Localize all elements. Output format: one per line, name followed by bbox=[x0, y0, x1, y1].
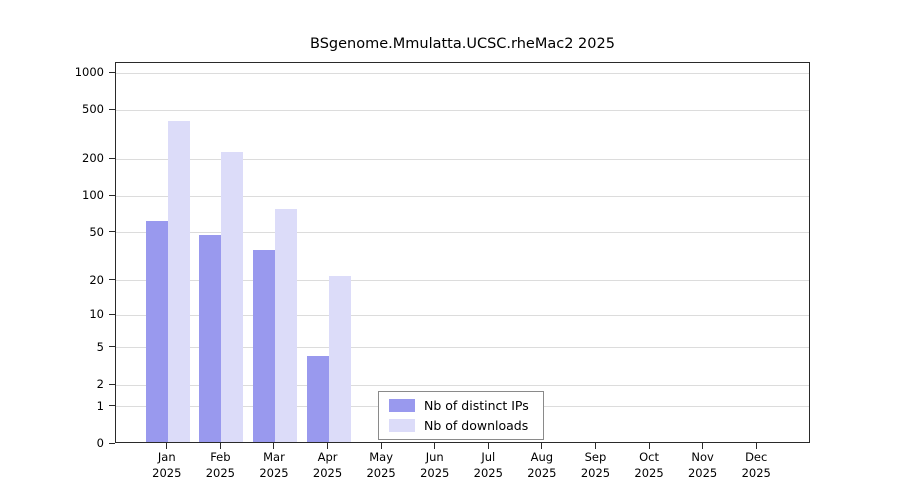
bar-downloads-jan bbox=[167, 121, 190, 442]
legend-swatch-downloads bbox=[389, 419, 415, 432]
legend-swatch-distinct-ips bbox=[389, 399, 415, 412]
y-tick-label-500: 500 bbox=[82, 102, 104, 117]
x-tick-year: 2025 bbox=[152, 466, 182, 480]
x-tick-sep bbox=[594, 443, 596, 449]
x-tick-mar bbox=[273, 443, 275, 449]
x-tick-month: Sep bbox=[584, 450, 607, 464]
y-tick-label-20: 20 bbox=[89, 272, 104, 287]
gridline-y-20 bbox=[116, 280, 809, 281]
legend: Nb of distinct IPs Nb of downloads bbox=[378, 391, 544, 440]
x-tick-month: May bbox=[369, 450, 394, 464]
y-tick-100 bbox=[109, 194, 115, 196]
gridline-y-2 bbox=[116, 384, 809, 386]
gridline-y-10 bbox=[116, 314, 809, 316]
x-tick-jun bbox=[434, 443, 436, 449]
bar-distinct-ips-feb bbox=[199, 235, 222, 442]
x-tick-year: 2025 bbox=[259, 466, 289, 480]
bar-downloads-apr bbox=[328, 276, 351, 442]
gridline-y-100 bbox=[116, 195, 809, 197]
x-tick-label-apr: Apr 2025 bbox=[296, 449, 360, 481]
y-tick-1 bbox=[109, 405, 115, 407]
y-tick-50 bbox=[109, 231, 115, 233]
y-tick-label-1000: 1000 bbox=[74, 65, 104, 79]
bar-distinct-ips-apr bbox=[306, 355, 329, 442]
x-tick-oct bbox=[648, 443, 650, 449]
x-tick-year: 2025 bbox=[205, 466, 236, 480]
y-tick-10 bbox=[109, 313, 115, 315]
x-tick-month: Aug bbox=[530, 450, 554, 464]
legend-label-distinct-ips: Nb of distinct IPs bbox=[424, 398, 529, 413]
x-tick-label-sep: Sep 2025 bbox=[563, 449, 627, 481]
x-tick-month: Nov bbox=[691, 450, 714, 464]
legend-item-distinct-ips: Nb of distinct IPs bbox=[389, 398, 529, 413]
legend-item-downloads: Nb of downloads bbox=[389, 418, 529, 433]
x-tick-label-dec: Dec 2025 bbox=[724, 449, 788, 481]
x-tick-label-may: May 2025 bbox=[349, 449, 413, 481]
bar-downloads-mar bbox=[274, 209, 297, 442]
x-tick-nov bbox=[702, 443, 704, 449]
x-tick-jul bbox=[487, 443, 489, 449]
x-tick-label-mar: Mar 2025 bbox=[242, 449, 306, 481]
y-tick-2 bbox=[109, 383, 115, 385]
y-tick-label-50: 50 bbox=[89, 224, 104, 239]
x-tick-month: Mar bbox=[263, 450, 285, 464]
y-tick-5 bbox=[109, 346, 115, 348]
plot-area bbox=[115, 62, 810, 443]
x-tick-month: Apr bbox=[317, 450, 338, 464]
x-tick-label-jun: Jun 2025 bbox=[403, 449, 467, 481]
x-tick-year: 2025 bbox=[527, 466, 557, 480]
x-tick-year: 2025 bbox=[634, 466, 664, 480]
gridline-y-500 bbox=[116, 109, 809, 111]
x-tick-dec bbox=[755, 443, 757, 449]
y-tick-label-10: 10 bbox=[89, 307, 104, 322]
x-tick-month: Oct bbox=[639, 450, 659, 464]
bar-distinct-ips-jan bbox=[145, 221, 168, 442]
y-tick-label-200: 200 bbox=[82, 151, 104, 166]
x-tick-aug bbox=[541, 443, 543, 449]
y-tick-label-1: 1 bbox=[96, 398, 104, 413]
gridline-y-5 bbox=[116, 347, 809, 349]
gridline-y-1000 bbox=[116, 72, 809, 74]
x-tick-year: 2025 bbox=[687, 466, 718, 480]
x-tick-apr bbox=[327, 443, 329, 449]
y-tick-label-100: 100 bbox=[82, 188, 104, 203]
x-tick-label-aug: Aug 2025 bbox=[510, 449, 574, 481]
x-tick-month: Feb bbox=[210, 450, 231, 464]
x-tick-year: 2025 bbox=[741, 466, 771, 480]
x-tick-year: 2025 bbox=[580, 466, 611, 480]
x-tick-year: 2025 bbox=[420, 466, 450, 480]
x-tick-jan bbox=[166, 443, 168, 449]
y-tick-500 bbox=[109, 108, 115, 110]
y-tick-20 bbox=[109, 279, 115, 280]
y-tick-200 bbox=[109, 157, 115, 159]
chart-title: BSgenome.Mmulatta.UCSC.rheMac2 2025 bbox=[310, 36, 615, 52]
x-tick-year: 2025 bbox=[312, 466, 343, 480]
bar-downloads-feb bbox=[221, 152, 244, 442]
x-tick-label-jul: Jul 2025 bbox=[456, 449, 520, 481]
gridline-y-200 bbox=[116, 158, 809, 160]
y-tick-label-5: 5 bbox=[96, 339, 104, 354]
x-tick-label-feb: Feb 2025 bbox=[188, 449, 252, 481]
y-tick-label-0: 0 bbox=[96, 436, 104, 450]
x-tick-month: Jan bbox=[157, 450, 176, 464]
legend-label-downloads: Nb of downloads bbox=[424, 418, 529, 433]
x-tick-month: Jun bbox=[425, 450, 444, 464]
y-tick-label-2: 2 bbox=[96, 377, 104, 391]
bar-distinct-ips-mar bbox=[252, 249, 275, 442]
x-tick-year: 2025 bbox=[366, 466, 396, 480]
x-tick-label-jan: Jan 2025 bbox=[135, 449, 199, 481]
x-tick-label-nov: Nov 2025 bbox=[671, 449, 735, 481]
x-tick-may bbox=[380, 443, 382, 449]
x-tick-label-oct: Oct 2025 bbox=[617, 449, 681, 481]
y-tick-0 bbox=[109, 442, 115, 444]
x-tick-month: Dec bbox=[745, 450, 768, 464]
y-tick-1000 bbox=[109, 71, 115, 73]
gridline-y-50 bbox=[116, 232, 809, 234]
x-tick-month: Jul bbox=[481, 450, 496, 464]
x-tick-year: 2025 bbox=[473, 466, 503, 480]
x-tick-feb bbox=[219, 443, 221, 449]
